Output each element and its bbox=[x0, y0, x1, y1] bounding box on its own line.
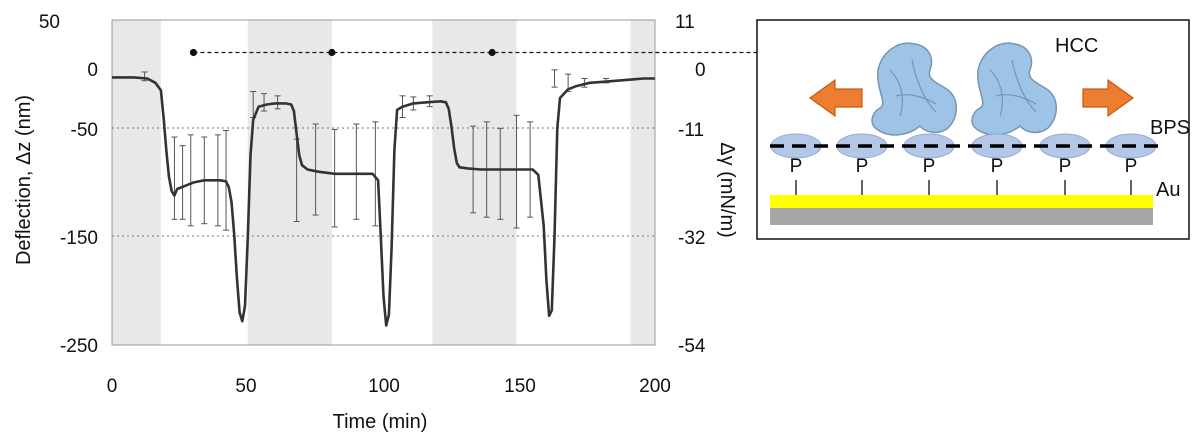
y-right-tick: 0 bbox=[695, 60, 706, 81]
p-label: P bbox=[1059, 156, 1072, 177]
x-tick: 0 bbox=[107, 376, 118, 397]
substrate-layer bbox=[770, 208, 1153, 225]
y-left-axis-title: Deflection, Δz (nm) bbox=[13, 95, 35, 265]
y-left-tick: 50 bbox=[39, 12, 60, 33]
x-axis-title: Time (min) bbox=[333, 411, 428, 433]
y-right-tick: -11 bbox=[678, 120, 704, 141]
arrow-right-icon bbox=[1082, 78, 1135, 118]
hcc-label: HCC bbox=[1055, 35, 1098, 57]
bps-layer bbox=[770, 133, 1157, 159]
p-label: P bbox=[1125, 156, 1138, 177]
deflection-chart: 50 0 -50 -150 -250 11 0 -11 -32 -54 0 50… bbox=[13, 12, 757, 433]
shaded-interval bbox=[112, 20, 161, 345]
hcc-protein-icon bbox=[971, 42, 1057, 136]
dashed-series bbox=[189, 48, 757, 57]
dashed-series-point bbox=[328, 48, 336, 57]
au-gold-layer bbox=[770, 195, 1153, 208]
p-label: P bbox=[790, 156, 803, 177]
y-right-tick: -32 bbox=[678, 228, 705, 249]
p-label: P bbox=[923, 156, 936, 177]
arrow-left-icon bbox=[808, 78, 863, 118]
hcc-protein-icon bbox=[871, 42, 957, 136]
shaded-interval bbox=[630, 20, 655, 345]
shaded-interval bbox=[247, 20, 332, 345]
error-bars bbox=[141, 69, 610, 231]
plot-frame bbox=[111, 19, 656, 346]
x-tick: 100 bbox=[368, 376, 400, 397]
p-label: P bbox=[991, 156, 1004, 177]
y-left-tick: 0 bbox=[87, 60, 98, 81]
dashed-series-point bbox=[189, 48, 198, 57]
shaded-interval bbox=[432, 20, 517, 345]
y-left-tick: -250 bbox=[60, 336, 98, 357]
au-label: Au bbox=[1156, 179, 1180, 201]
y-right-axis-title: Δγ (mN/m) bbox=[716, 142, 738, 238]
deflection-series bbox=[112, 76, 655, 327]
y-left-tick: -50 bbox=[71, 120, 98, 141]
y-left-tick: -150 bbox=[60, 228, 98, 249]
y-right-tick: 11 bbox=[675, 12, 695, 33]
shaded-intervals bbox=[112, 20, 655, 345]
membrane-diagram: HCC BPS P P P P P P Au bbox=[756, 19, 1190, 240]
x-tick: 150 bbox=[504, 376, 536, 397]
x-tick: 50 bbox=[235, 376, 256, 397]
bps-label: BPS bbox=[1150, 117, 1190, 139]
p-label: P bbox=[856, 156, 869, 177]
dashed-series-point bbox=[488, 48, 496, 57]
y-right-tick: -54 bbox=[678, 336, 706, 357]
x-tick: 200 bbox=[639, 376, 671, 397]
